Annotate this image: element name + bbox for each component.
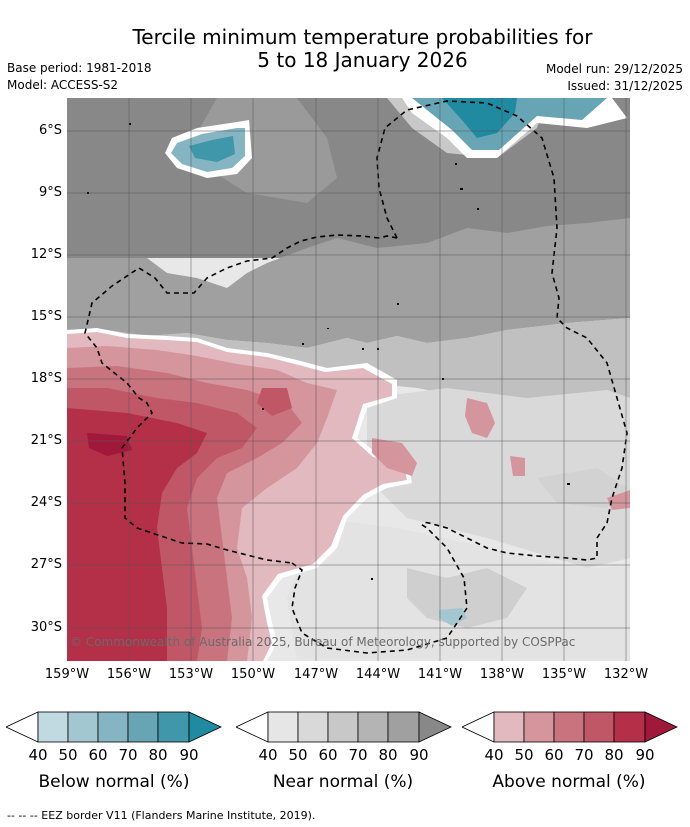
near-tick-label: 60: [318, 746, 338, 764]
near-normal-legend-title: Near normal (%): [272, 772, 414, 792]
lon-label: 132°W: [603, 667, 649, 682]
near-normal-70-band: [67, 318, 630, 408]
near-tick-label: 90: [409, 746, 429, 764]
lon-label: 147°W: [293, 667, 339, 682]
above-tick-label: 40: [484, 746, 504, 764]
near-normal-60-patch-east: [537, 468, 627, 508]
near-tick-label: 40: [258, 746, 278, 764]
below-tick-label: 40: [28, 746, 48, 764]
copyright-notice: © Commonwealth of Australia 2025, Bureau…: [70, 635, 576, 649]
below-tick-label: 80: [148, 746, 168, 764]
lon-label: 135°W: [541, 667, 587, 682]
model-run-label: Model run: 29/12/2025: [545, 62, 683, 76]
issued-label: Issued: 31/12/2025: [567, 79, 683, 93]
lon-label: 153°W: [168, 667, 214, 682]
below-tick-label: 50: [58, 746, 78, 764]
above-normal-70-patch: [257, 388, 292, 416]
eez-border-link: [378, 235, 398, 239]
above-normal-50-patch-center: [372, 438, 417, 476]
near-tick-label: 80: [378, 746, 398, 764]
below-tick-label: 60: [88, 746, 108, 764]
above-normal-50-patch-east: [465, 398, 495, 438]
lon-label: 144°W: [355, 667, 401, 682]
near-normal-colorbar: [236, 711, 452, 743]
map-title-line-1: Tercile minimum temperature probabilitie…: [132, 25, 593, 49]
above-normal-50-patch-small: [510, 456, 525, 476]
map-title-line-2: 5 to 18 January 2026: [257, 48, 468, 72]
below-normal-small-south: [439, 608, 467, 626]
lon-label: 150°W: [230, 667, 276, 682]
lat-label: 9°S: [38, 185, 62, 200]
base-period-label: Base period: 1981-2018: [7, 61, 152, 75]
lat-label: 18°S: [30, 371, 62, 386]
probability-map: © Commonwealth of Australia 2025, Bureau…: [67, 98, 630, 661]
above-tick-label: 50: [514, 746, 534, 764]
eez-border-west: [84, 234, 380, 564]
lon-label: 141°W: [417, 667, 463, 682]
lat-label: 21°S: [30, 433, 62, 448]
grid-lines: [67, 98, 630, 661]
near-tick-label: 50: [288, 746, 308, 764]
near-normal-60-patch: [407, 568, 527, 628]
eez-footnote: -- -- -- EEZ border V11 (Flanders Marine…: [7, 809, 316, 822]
lat-label: 24°S: [30, 495, 62, 510]
above-normal-80: [67, 408, 207, 661]
below-tick-label: 70: [118, 746, 138, 764]
lon-label: 159°W: [44, 667, 90, 682]
eez-border-east: [376, 100, 628, 561]
above-normal-colorbar: [462, 711, 678, 743]
lat-label: 12°S: [30, 247, 62, 262]
above-normal-90-patch: [87, 433, 132, 456]
above-normal-legend-title: Above normal (%): [492, 772, 646, 792]
below-tick-label: 90: [179, 746, 199, 764]
lat-label: 6°S: [38, 123, 62, 138]
lon-label: 138°W: [479, 667, 525, 682]
lon-label: 156°W: [106, 667, 152, 682]
below-normal-legend-title: Below normal (%): [38, 772, 190, 792]
near-normal-80-band: [67, 218, 630, 348]
model-label: Model: ACCESS-S2: [7, 78, 119, 92]
lat-label: 27°S: [30, 557, 62, 572]
above-tick-label: 80: [604, 746, 624, 764]
above-tick-label: 60: [544, 746, 564, 764]
lat-label: 15°S: [30, 309, 62, 324]
above-normal-50-patch-edge: [607, 490, 630, 510]
lat-label: 30°S: [30, 620, 62, 635]
map-canvas: [67, 98, 630, 661]
above-tick-label: 90: [635, 746, 655, 764]
eez-border-south: [291, 522, 468, 654]
below-normal-colorbar: [6, 711, 222, 743]
above-tick-label: 70: [574, 746, 594, 764]
near-tick-label: 70: [348, 746, 368, 764]
below-normal-80-west: [189, 136, 235, 162]
